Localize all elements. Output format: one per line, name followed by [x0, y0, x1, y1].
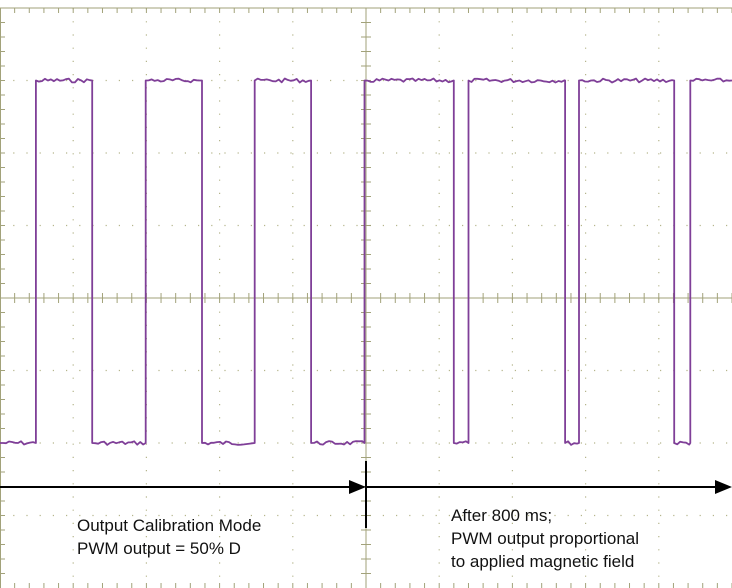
pwm-50-percent-label: PWM output = 50% D [77, 539, 241, 558]
calibration-arrow-head [349, 480, 366, 494]
pwm-trace [0, 77, 732, 446]
applied-field-label: to applied magnetic field [451, 552, 635, 571]
after-800ms-label: After 800 ms; [451, 506, 553, 525]
proportional-arrow-head [715, 480, 732, 494]
pwm-proportional-label: PWM output proportional [451, 529, 640, 548]
arrow-layer [0, 461, 732, 528]
trace-layer [0, 77, 732, 446]
grid [0, 7, 732, 588]
calibration-mode-label: Output Calibration Mode [77, 516, 262, 535]
